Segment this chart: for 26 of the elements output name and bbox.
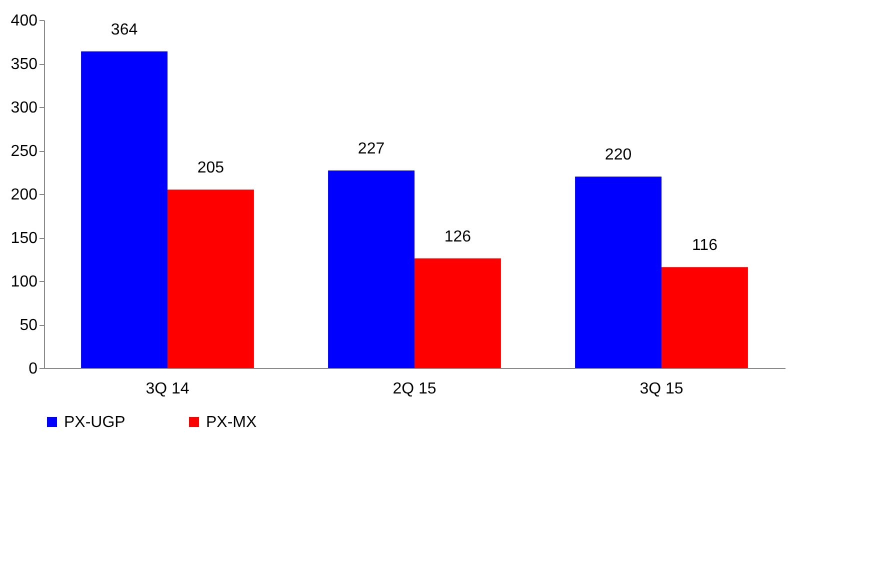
data-label: 205 [197,160,224,177]
y-tick-label: 50 [20,317,38,334]
bar [81,51,168,368]
bar [662,267,748,368]
bar [168,190,254,368]
data-label: 126 [444,228,472,246]
bar [575,176,662,368]
data-label: 220 [604,146,632,164]
y-tick-label: 300 [10,100,38,116]
data-label: 364 [110,21,138,38]
y-tick-label: 400 [10,12,38,30]
y-tick-label: 350 [10,56,38,73]
y-tick-label: 150 [10,230,38,247]
y-tick-label: 100 [10,274,38,290]
y-tick-label: 0 [28,360,38,378]
y-tick-label: 200 [10,186,38,204]
legend-label: PX-MX [206,414,257,431]
x-tick-label: 2Q 15 [392,380,436,398]
bar [328,170,414,368]
bar [414,258,501,368]
x-tick-label: 3Q 15 [640,380,684,398]
data-label: 227 [358,140,385,158]
x-tick-label: 3Q 14 [146,380,190,398]
y-tick-label: 250 [10,143,38,160]
data-label: 116 [692,237,718,254]
legend-label: PX-UGP [64,414,126,431]
